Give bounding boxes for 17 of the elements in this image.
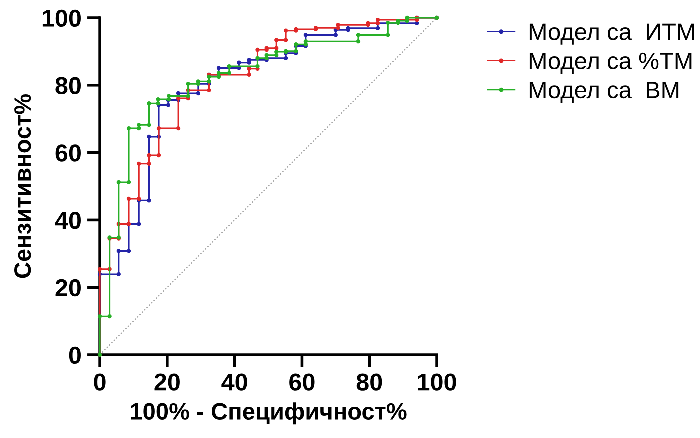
x-tick-label: 100 <box>418 374 456 391</box>
legend-label: Модел са %ТМ <box>530 52 692 74</box>
y-tick-label: 20 <box>56 279 81 297</box>
x-axis-title: 100% - Специфичност% <box>131 402 407 425</box>
y-axis-title: Сензитивност% <box>14 94 32 278</box>
y-tick-label: 0 <box>69 346 81 364</box>
x-tick-label: 80 <box>356 374 382 391</box>
x-tick-label: 0 <box>94 374 106 391</box>
x-tick-label: 60 <box>290 374 315 391</box>
x-tick-label: 20 <box>154 374 180 391</box>
y-tick-label: 80 <box>56 77 81 94</box>
x-tick-label: 40 <box>222 374 248 391</box>
y-tick-label: 60 <box>56 144 81 162</box>
legend-label: Модел са ВМ <box>530 82 679 104</box>
legend-label: Модел са ИТМ <box>530 24 694 45</box>
y-tick-label: 40 <box>55 212 81 230</box>
y-tick-label: 100 <box>42 10 81 28</box>
